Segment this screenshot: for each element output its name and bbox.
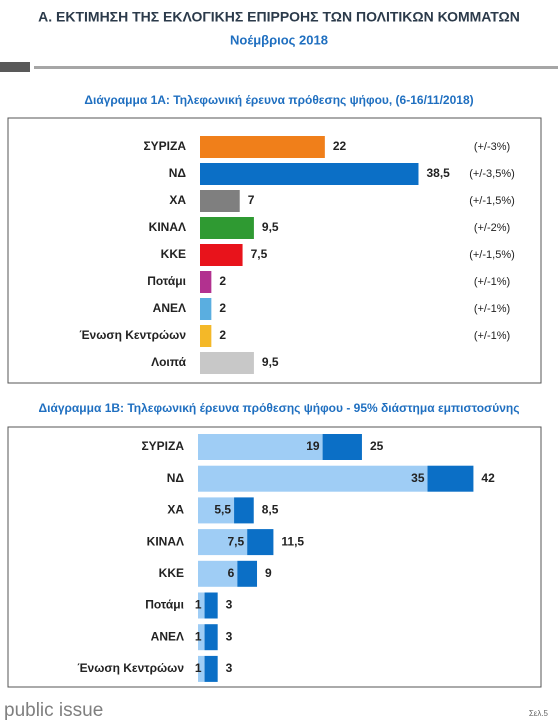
brand: public issue xyxy=(4,700,103,721)
value-label: 9,5 xyxy=(262,355,279,369)
margin-label: (+/-3%) xyxy=(474,141,510,153)
range-lower-bar xyxy=(198,465,428,492)
value-label: 25 xyxy=(370,439,384,453)
value-label: 3 xyxy=(226,598,233,612)
category-label: ΝΔ xyxy=(169,166,187,180)
margin-label: (+/-1,5%) xyxy=(469,249,515,261)
value-label: 35 xyxy=(411,471,425,485)
bar xyxy=(200,163,419,185)
value-label: 2 xyxy=(219,301,226,315)
category-label: Λοιπά xyxy=(151,355,187,369)
value-label: 5,5 xyxy=(214,503,231,517)
category-label: ΑΝΕΛ xyxy=(153,301,186,315)
value-label: 22 xyxy=(333,139,347,153)
range-interval-bar xyxy=(322,434,362,460)
range-lower-bar xyxy=(198,434,323,460)
range-lower-bar xyxy=(198,497,235,524)
value-label: 7,5 xyxy=(227,534,244,548)
bar xyxy=(200,271,212,293)
value-label: 6 xyxy=(228,566,235,580)
category-label: Ποτάμι xyxy=(147,274,186,288)
category-label: ΚΙΝΑΛ xyxy=(147,534,184,548)
value-label: 11,5 xyxy=(281,534,304,548)
value-label: 7 xyxy=(248,193,255,207)
range-lower-bar xyxy=(198,624,205,651)
category-label: ΧΑ xyxy=(167,503,184,517)
bar xyxy=(200,136,325,158)
category-label: ΚΚΕ xyxy=(159,566,184,580)
category-label: Ένωση Κεντρώων xyxy=(77,661,184,675)
chart-frame xyxy=(7,117,542,384)
value-label: 2 xyxy=(219,274,226,288)
bar xyxy=(200,298,212,320)
value-label: 2 xyxy=(219,328,226,342)
range-interval-bar xyxy=(204,624,218,651)
header-block xyxy=(0,62,30,72)
bar xyxy=(200,352,254,374)
margin-label: (+/-1,5%) xyxy=(469,195,515,207)
value-label: 3 xyxy=(226,661,233,675)
bar xyxy=(200,244,243,266)
range-interval-bar xyxy=(237,560,258,587)
category-label: ΧΑ xyxy=(169,193,186,207)
bar xyxy=(200,217,254,239)
margin-label: (+/-3,5%) xyxy=(469,168,515,180)
bar xyxy=(200,325,212,347)
value-label: 9,5 xyxy=(262,220,279,234)
page-number: Σελ.5 xyxy=(529,709,549,718)
range-interval-bar xyxy=(234,497,254,524)
category-label: ΚΙΝΑΛ xyxy=(149,220,186,234)
chart-title: Διάγραμμα 1Α: Τηλεφωνική έρευνα πρόθεσης… xyxy=(84,93,473,107)
category-label: ΣΥΡΙΖΑ xyxy=(141,439,184,453)
category-label: ΑΝΕΛ xyxy=(151,629,184,643)
category-label: ΝΔ xyxy=(167,471,185,485)
value-label: 8,5 xyxy=(262,503,279,517)
page-title: Α. ΕΚΤΙΜΗΣΗ ΤΗΣ ΕΚΛΟΓΙΚΗΣ ΕΠΙΡΡΟΗΣ ΤΩΝ Π… xyxy=(38,9,520,25)
header-rule xyxy=(34,66,558,69)
range-interval-bar xyxy=(204,655,218,682)
margin-label: (+/-1%) xyxy=(474,276,510,288)
value-label: 1 xyxy=(195,661,202,675)
range-interval-bar xyxy=(204,592,218,619)
category-label: Ένωση Κεντρώων xyxy=(79,328,186,342)
category-label: ΚΚΕ xyxy=(161,247,186,261)
margin-label: (+/-2%) xyxy=(474,222,510,234)
value-label: 3 xyxy=(226,629,233,643)
range-lower-bar xyxy=(198,592,205,619)
value-label: 38,5 xyxy=(426,166,450,180)
chart-frame xyxy=(7,426,542,688)
value-label: 1 xyxy=(195,629,202,643)
value-label: 19 xyxy=(306,439,320,453)
page-subtitle: Νοέμβριος 2018 xyxy=(230,32,328,47)
value-label: 9 xyxy=(265,566,272,580)
range-lower-bar xyxy=(198,655,205,682)
category-label: Ποτάμι xyxy=(145,598,184,612)
bar xyxy=(200,190,240,212)
margin-label: (+/-1%) xyxy=(474,330,510,342)
value-label: 1 xyxy=(195,598,202,612)
value-label: 42 xyxy=(481,471,495,485)
chart-title: Διάγραμμα 1Β: Τηλεφωνική έρευνα πρόθεσης… xyxy=(38,401,519,415)
range-lower-bar xyxy=(198,560,238,587)
margin-label: (+/-1%) xyxy=(474,303,510,315)
range-lower-bar xyxy=(198,529,248,556)
category-label: ΣΥΡΙΖΑ xyxy=(143,139,186,153)
value-label: 7,5 xyxy=(251,247,268,261)
range-interval-bar xyxy=(427,465,474,492)
range-interval-bar xyxy=(247,529,274,556)
